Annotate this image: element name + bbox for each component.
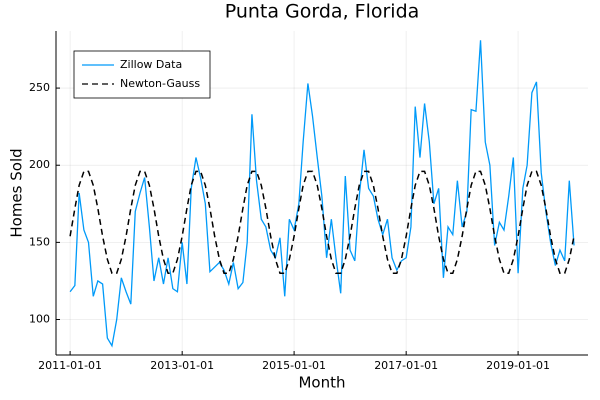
x-tick-label: 2013-01-01	[150, 359, 214, 372]
legend-label: Zillow Data	[120, 58, 182, 71]
series-line	[69, 40, 575, 348]
y-axis-label: Homes Sold	[8, 148, 26, 237]
y-tick-label: 200	[29, 158, 50, 171]
x-tick-label: 2017-01-01	[374, 359, 438, 372]
x-tick-label: 2011-01-01	[38, 359, 102, 372]
y-tick-label: 150	[29, 235, 50, 248]
x-tick-label: 2019-01-01	[486, 359, 550, 372]
series-line	[69, 170, 575, 274]
x-tick-label: 2015-01-01	[262, 359, 326, 372]
chart-title: Punta Gorda, Florida	[225, 1, 420, 23]
x-axis-label: Month	[298, 374, 345, 392]
y-tick-label: 100	[29, 313, 50, 326]
legend-frame	[73, 50, 211, 99]
y-tick-label: 250	[29, 81, 50, 94]
legend-label: Newton-Gauss	[120, 77, 200, 90]
